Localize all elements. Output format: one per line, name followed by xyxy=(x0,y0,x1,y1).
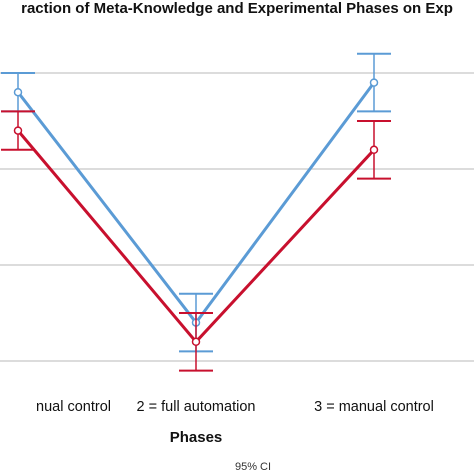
x-tick-label-1: 2 = full automation xyxy=(137,399,256,415)
data-point-1-1 xyxy=(191,337,201,347)
plot-series xyxy=(1,52,391,372)
data-point-1-2 xyxy=(369,145,379,155)
x-axis-label: Phases xyxy=(170,429,223,446)
x-tick-label-0: nual control xyxy=(36,399,111,415)
chart-title: raction of Meta-Knowledge and Experiment… xyxy=(21,0,453,17)
x-tick-labels: nual control 2 = full automation 3 = manua… xyxy=(36,399,434,415)
series-line-0 xyxy=(16,81,376,326)
gridlines xyxy=(0,72,474,362)
data-point-0-0 xyxy=(13,87,23,97)
x-tick-label-2: 3 = manual control xyxy=(314,399,434,415)
data-point-0-2 xyxy=(369,78,379,87)
error-bar-footnote: 95% CI xyxy=(235,461,271,473)
data-point-1-0 xyxy=(13,126,23,135)
